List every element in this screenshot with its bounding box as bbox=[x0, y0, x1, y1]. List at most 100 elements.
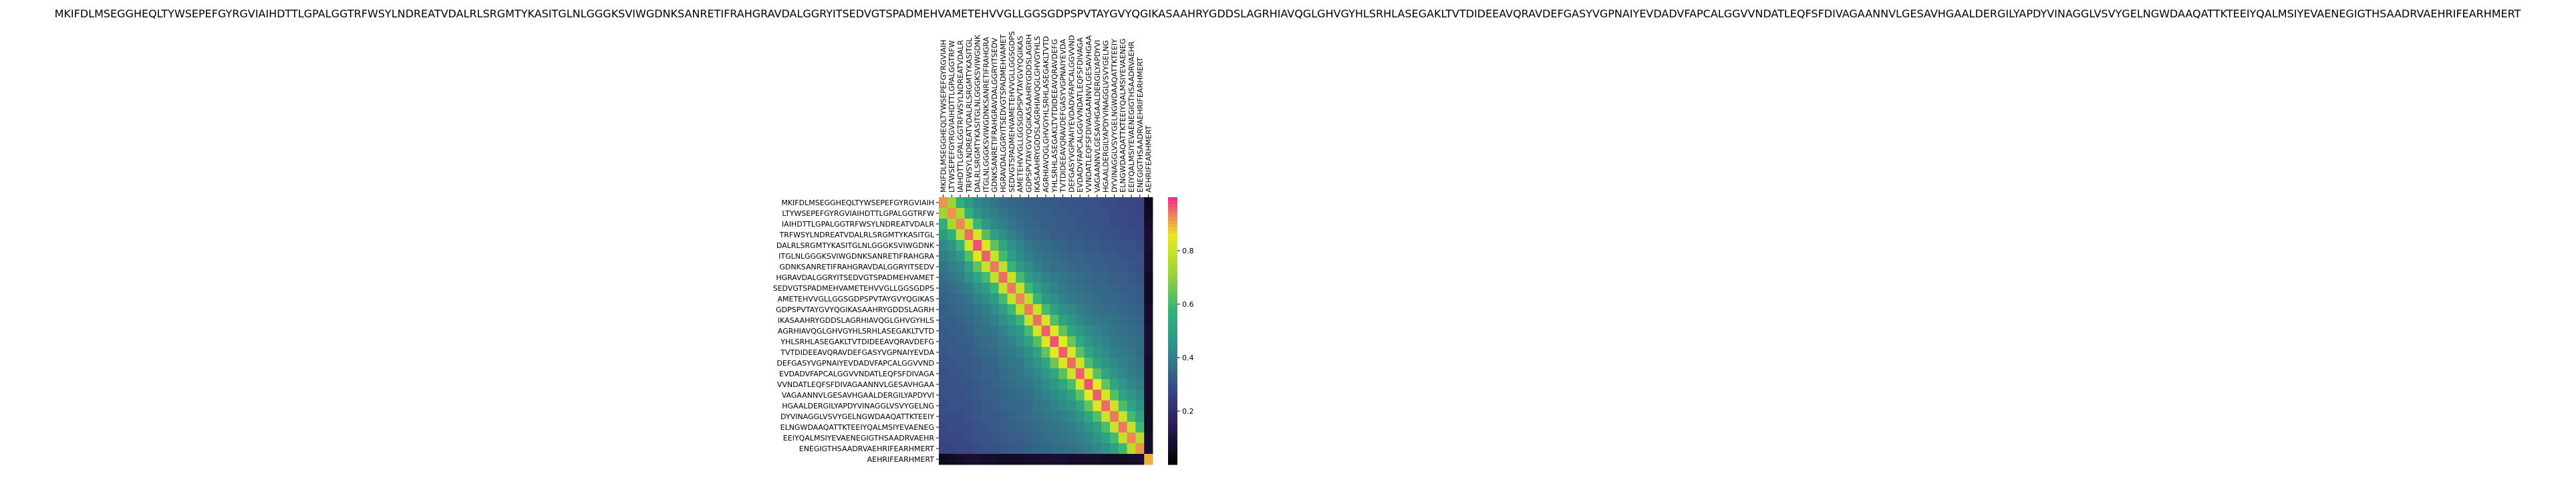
heatmap-cell bbox=[1084, 304, 1093, 316]
heatmap-cell bbox=[1016, 219, 1025, 230]
colorbar-segment bbox=[1168, 404, 1177, 408]
heatmap-cell bbox=[1058, 283, 1068, 294]
heatmap-cell bbox=[1084, 326, 1093, 337]
heatmap-cell bbox=[998, 347, 1008, 358]
heatmap-cell bbox=[973, 358, 982, 369]
heatmap-cell bbox=[956, 261, 965, 273]
heatmap-cell bbox=[1144, 336, 1153, 348]
heatmap-cell bbox=[1024, 197, 1034, 209]
heatmap-cell bbox=[1101, 347, 1111, 358]
heatmap-cell bbox=[939, 283, 948, 294]
heatmap-cell bbox=[998, 336, 1008, 348]
heatmap-cell bbox=[982, 240, 991, 251]
heatmap-cell bbox=[1041, 400, 1050, 412]
heatmap-cell bbox=[973, 400, 982, 412]
heatmap-cell bbox=[1007, 379, 1016, 390]
heatmap-cell bbox=[1075, 368, 1085, 380]
heatmap-cell bbox=[956, 197, 965, 209]
heatmap-cell bbox=[1075, 411, 1085, 422]
heatmap-cell bbox=[1101, 454, 1111, 465]
column-label: DYVINAGGLVSVYGELNGWDAAQATTKTEEIY bbox=[1110, 39, 1119, 193]
heatmap-cell bbox=[939, 454, 948, 465]
colorbar-segment bbox=[1168, 458, 1177, 462]
colorbar-segment bbox=[1168, 341, 1177, 345]
heatmap-cell bbox=[1118, 390, 1127, 401]
heatmap-cell bbox=[947, 240, 956, 251]
heatmap-cell bbox=[956, 272, 965, 283]
heatmap-cell bbox=[947, 197, 956, 209]
heatmap-cell bbox=[1032, 368, 1042, 380]
heatmap-cell bbox=[1067, 347, 1077, 358]
row-label: AMETEHVVGLLGGSGDPSPVTAYGVYQGIKAS bbox=[777, 295, 934, 303]
heatmap-cell bbox=[964, 197, 974, 209]
heatmap-cell bbox=[1118, 208, 1127, 219]
colorbar-segment bbox=[1168, 334, 1177, 338]
heatmap-cell bbox=[973, 272, 982, 283]
heatmap-cell bbox=[982, 229, 991, 241]
heatmap-cell bbox=[956, 336, 965, 348]
heatmap-cell bbox=[1118, 197, 1127, 209]
heatmap-cell bbox=[964, 272, 974, 283]
heatmap-cell bbox=[956, 411, 965, 422]
colorbar-segment bbox=[1168, 291, 1177, 295]
heatmap-cell bbox=[990, 422, 999, 433]
heatmap-cell bbox=[1058, 368, 1068, 380]
colorbar-segment bbox=[1168, 244, 1177, 248]
heatmap-cell bbox=[947, 219, 956, 230]
heatmap-cell bbox=[947, 315, 956, 326]
heatmap-cell bbox=[939, 368, 948, 380]
heatmap-cell bbox=[1118, 272, 1127, 283]
heatmap-cell bbox=[1041, 315, 1050, 326]
heatmap-cell bbox=[939, 315, 948, 326]
heatmap-cell bbox=[1135, 400, 1145, 412]
heatmap-cell bbox=[956, 347, 965, 358]
heatmap-cell bbox=[1067, 432, 1077, 444]
heatmap-cell bbox=[973, 336, 982, 348]
heatmap-cell bbox=[1050, 283, 1059, 294]
heatmap-cell bbox=[1135, 240, 1145, 251]
heatmap-cell bbox=[1127, 390, 1136, 401]
heatmap-cell bbox=[1024, 379, 1034, 390]
heatmap-cell bbox=[982, 368, 991, 380]
heatmap-cell bbox=[982, 443, 991, 455]
heatmap-cell bbox=[1084, 336, 1093, 348]
heatmap-cell bbox=[1032, 400, 1042, 412]
heatmap-cell bbox=[1144, 379, 1153, 390]
heatmap-cell bbox=[964, 251, 974, 262]
heatmap-cell bbox=[964, 379, 974, 390]
heatmap-cell bbox=[1144, 219, 1153, 230]
heatmap-cell bbox=[1032, 261, 1042, 273]
heatmap-cell bbox=[964, 261, 974, 273]
heatmap-cell bbox=[939, 358, 948, 369]
heatmap-cell bbox=[1007, 219, 1016, 230]
heatmap-cell bbox=[1032, 240, 1042, 251]
heatmap-cell bbox=[1024, 283, 1034, 294]
heatmap-cell bbox=[1101, 272, 1111, 283]
heatmap-cell bbox=[1093, 261, 1102, 273]
heatmap-cell bbox=[1058, 219, 1068, 230]
heatmap-cell bbox=[1093, 229, 1102, 241]
colorbar-segment bbox=[1168, 351, 1177, 355]
heatmap-cell bbox=[1041, 358, 1050, 369]
heatmap-cell bbox=[1101, 251, 1111, 262]
heatmap-cell bbox=[1041, 229, 1050, 241]
heatmap-cell bbox=[982, 390, 991, 401]
heatmap-cell bbox=[1041, 240, 1050, 251]
heatmap-cell bbox=[973, 422, 982, 433]
heatmap-cell bbox=[1058, 326, 1068, 337]
heatmap-cell bbox=[998, 272, 1008, 283]
heatmap-cell bbox=[990, 454, 999, 465]
heatmap-cell bbox=[1101, 315, 1111, 326]
heatmap-cell bbox=[1024, 347, 1034, 358]
colorbar-segment bbox=[1168, 281, 1177, 285]
column-label: MKIFDLMSEGGHEQLTYWSEPEFGYRGVIAIH bbox=[939, 39, 948, 193]
heatmap-cell bbox=[998, 432, 1008, 444]
heatmap-cell bbox=[1118, 454, 1127, 465]
heatmap-cell bbox=[1144, 422, 1153, 433]
heatmap-cell bbox=[990, 432, 999, 444]
heatmap-cell bbox=[1050, 261, 1059, 273]
heatmap-cell bbox=[1007, 432, 1016, 444]
heatmap-cell bbox=[1075, 379, 1085, 390]
heatmap-cell bbox=[964, 368, 974, 380]
